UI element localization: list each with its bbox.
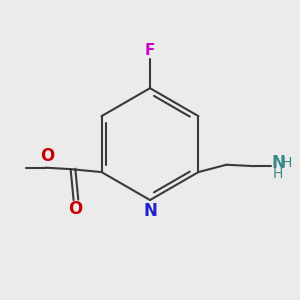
Text: N: N (143, 202, 157, 220)
Text: O: O (40, 148, 54, 166)
Text: O: O (68, 200, 82, 218)
Text: H: H (273, 167, 283, 181)
Text: H: H (282, 156, 292, 170)
Text: F: F (145, 43, 155, 58)
Text: N: N (271, 154, 285, 172)
